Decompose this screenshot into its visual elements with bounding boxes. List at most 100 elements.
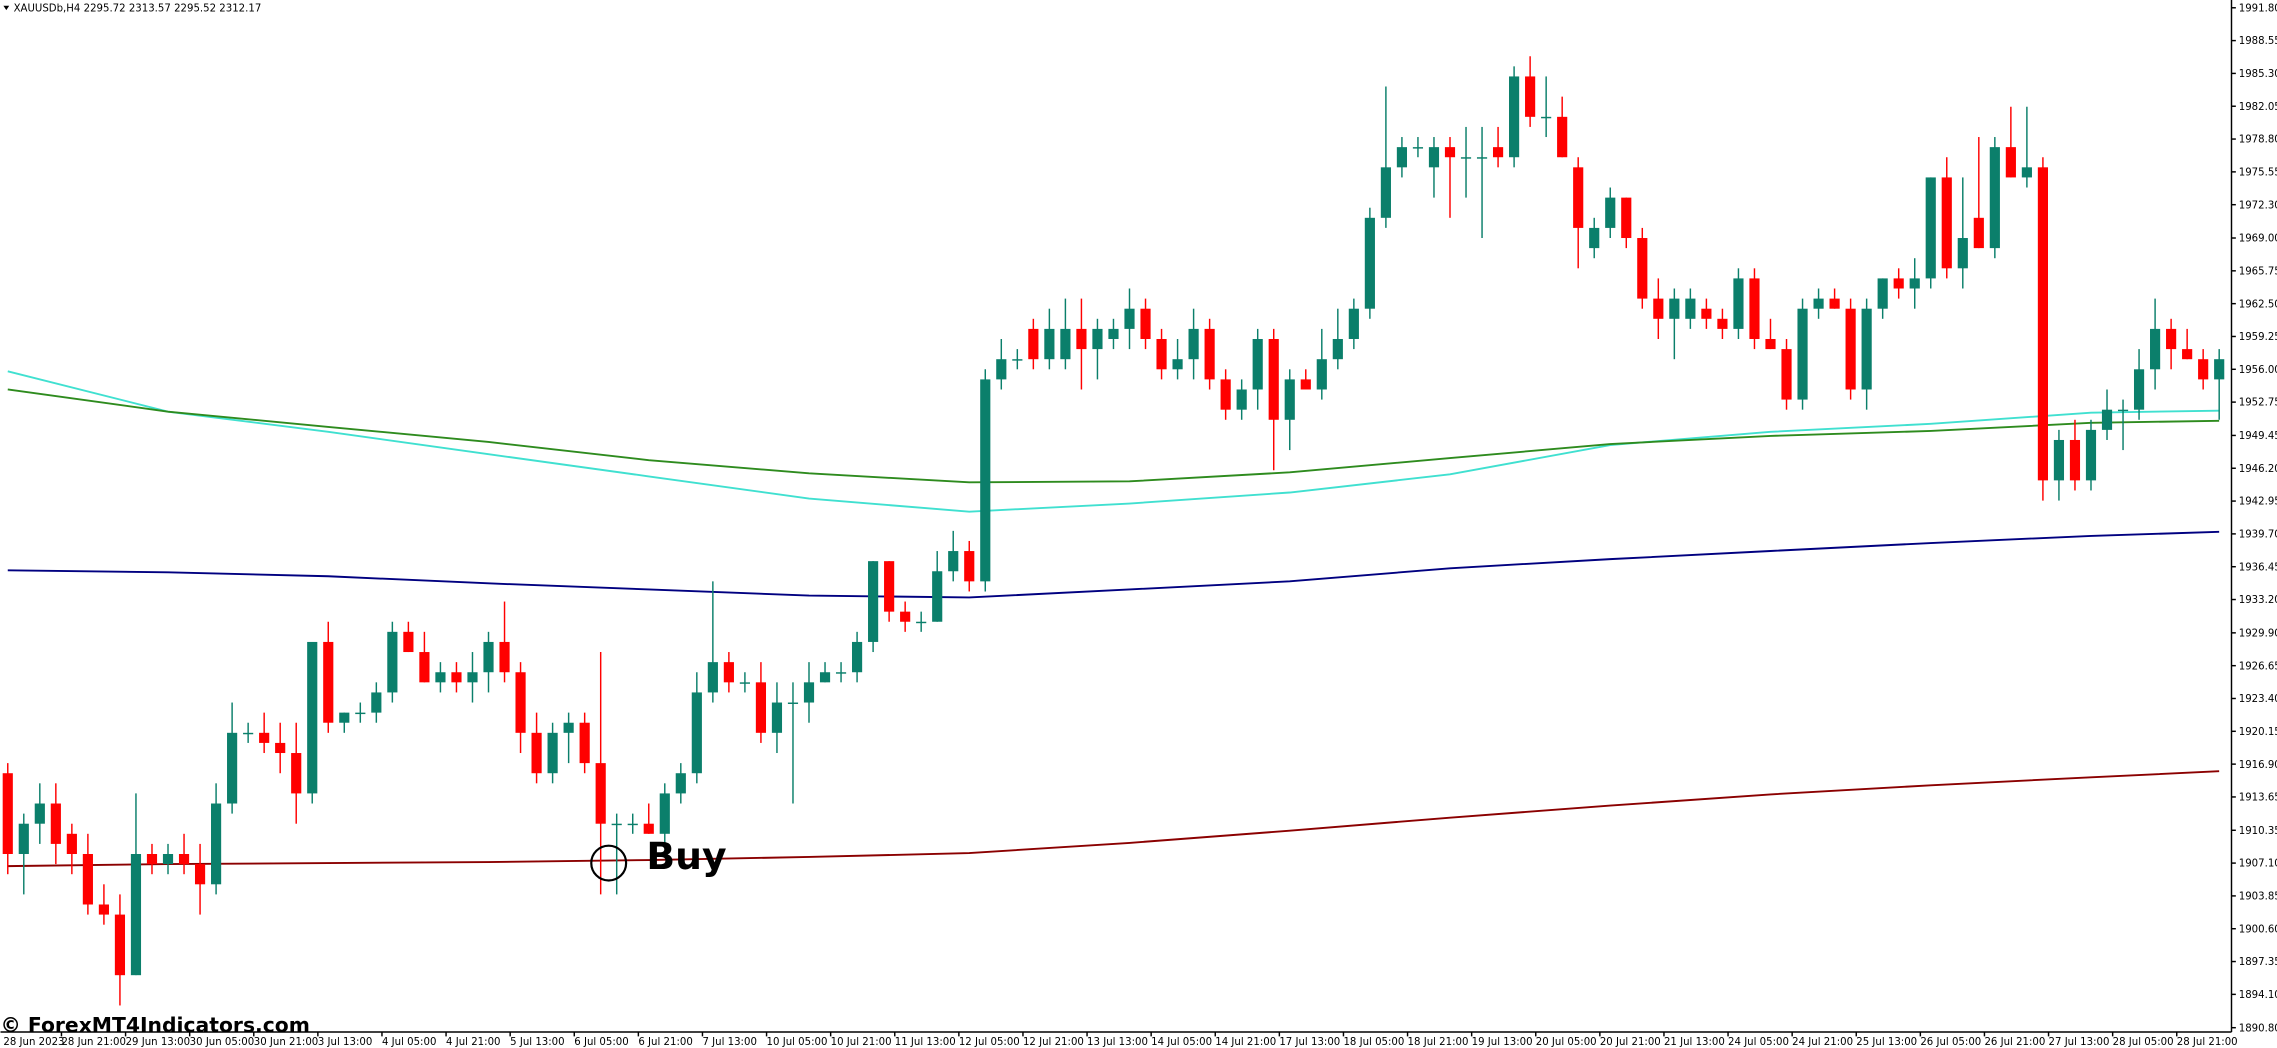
candle-body: [50, 803, 61, 844]
y-tick-label: 1942.95: [2239, 497, 2277, 508]
candle-body: [723, 662, 734, 683]
y-tick-label: 1956.00: [2239, 365, 2277, 376]
y-tick-label: 1897.35: [2239, 957, 2277, 968]
candle-body: [1557, 116, 1568, 158]
candle-body: [1332, 338, 1343, 360]
candle-body: [1589, 227, 1600, 249]
candle-body: [531, 732, 542, 774]
candle-body: [1989, 147, 2000, 249]
y-tick-label: 1913.65: [2239, 793, 2277, 804]
y-tick-label: 1985.30: [2239, 69, 2277, 80]
candle-body: [1156, 338, 1167, 370]
buy-label: Buy: [646, 834, 726, 878]
candle-body: [2085, 429, 2097, 481]
moving-average-line: [7, 370, 2220, 513]
candle-body: [563, 722, 574, 733]
candle-body: [1268, 338, 1279, 420]
y-tick-label: 1936.45: [2239, 562, 2277, 573]
candle-body: [595, 763, 606, 824]
candle-body: [66, 833, 77, 855]
candle-body: [403, 631, 414, 653]
candle-body: [1637, 238, 1648, 299]
candle-body: [18, 823, 29, 855]
candle-body: [1124, 308, 1135, 329]
candle-body: [755, 682, 767, 733]
candle-body: [259, 732, 270, 743]
x-tick-label: 4 Jul 05:00: [382, 1037, 436, 1048]
candle-body: [1044, 328, 1055, 360]
x-tick-label: 6 Jul 21:00: [638, 1037, 692, 1048]
y-tick-label: 1907.10: [2239, 859, 2277, 870]
candle-body: [1909, 278, 1920, 289]
candle-body: [675, 773, 686, 794]
y-tick-label: 1991.80: [2239, 3, 2277, 14]
y-tick-label: 1926.65: [2239, 661, 2277, 672]
candle-body: [1236, 389, 1247, 410]
candle-body: [1653, 298, 1664, 319]
x-tick-label: 30 Jun 21:00: [254, 1037, 319, 1048]
candle-body: [1621, 197, 1632, 239]
x-tick-label: 20 Jul 05:00: [1536, 1037, 1597, 1048]
candle-body: [707, 662, 718, 693]
candle-body: [2214, 359, 2225, 380]
candle-body: [130, 854, 142, 976]
candle-body: [1300, 379, 1311, 390]
candle-body: [419, 652, 430, 683]
candle-body: [1749, 278, 1760, 339]
candle-body: [2166, 328, 2177, 350]
candle-body: [659, 793, 670, 834]
candle-body: [387, 631, 398, 693]
x-tick-label: 24 Jul 05:00: [1728, 1037, 1789, 1048]
candle-body: [884, 561, 895, 612]
x-tick-label: 28 Jul 05:00: [2113, 1037, 2174, 1048]
candle-body: [1444, 147, 1456, 158]
y-tick-label: 1946.20: [2239, 464, 2277, 475]
x-tick-label: 10 Jul 21:00: [831, 1037, 892, 1048]
candle-body: [996, 359, 1007, 380]
candle-body: [2037, 167, 2048, 481]
candle-body: [1396, 147, 1408, 168]
candle-body: [627, 823, 638, 826]
y-tick-label: 1894.10: [2239, 990, 2277, 1001]
candle-body: [2005, 147, 2016, 178]
candle-body: [2, 773, 13, 855]
candle-body: [932, 571, 943, 622]
candle-body: [82, 854, 93, 905]
x-tick-label: 13 Jul 13:00: [1087, 1037, 1148, 1048]
y-tick-label: 1962.50: [2239, 299, 2277, 310]
candle-body: [1316, 359, 1327, 390]
moving-average-line: [7, 770, 2220, 868]
x-tick-label: 21 Jul 13:00: [1664, 1037, 1725, 1048]
x-tick-label: 12 Jul 05:00: [959, 1037, 1020, 1048]
candle-body: [227, 732, 238, 804]
candle-body: [1701, 308, 1712, 319]
candle-body: [114, 914, 126, 976]
x-tick-label: 18 Jul 21:00: [1408, 1037, 1469, 1048]
candle-body: [1765, 338, 1776, 350]
moving-average-line: [7, 530, 2220, 599]
candle-body: [483, 641, 494, 673]
x-tick-label: 6 Jul 05:00: [574, 1037, 628, 1048]
candle-body: [771, 702, 783, 733]
candle-body: [178, 854, 190, 865]
candle-body: [1140, 308, 1151, 339]
moving-average-line: [7, 388, 2220, 484]
candle-body: [1573, 167, 1584, 228]
candle-body: [980, 379, 991, 582]
candle-body: [1877, 278, 1888, 309]
y-tick-label: 1916.90: [2239, 760, 2277, 771]
candle-body: [547, 732, 558, 774]
candle-body: [1076, 328, 1087, 350]
candle-body: [1781, 349, 1792, 400]
candle-body: [1108, 328, 1119, 339]
candle-body: [868, 561, 879, 642]
candle-body: [1829, 298, 1840, 309]
y-tick-label: 1975.55: [2239, 167, 2277, 178]
y-tick-label: 1949.45: [2239, 431, 2277, 442]
x-tick-label: 11 Jul 13:00: [895, 1037, 956, 1048]
candle-body: [1204, 328, 1215, 380]
x-tick-label: 12 Jul 21:00: [1023, 1037, 1084, 1048]
candle-body: [339, 712, 350, 723]
candle-body: [851, 641, 863, 673]
